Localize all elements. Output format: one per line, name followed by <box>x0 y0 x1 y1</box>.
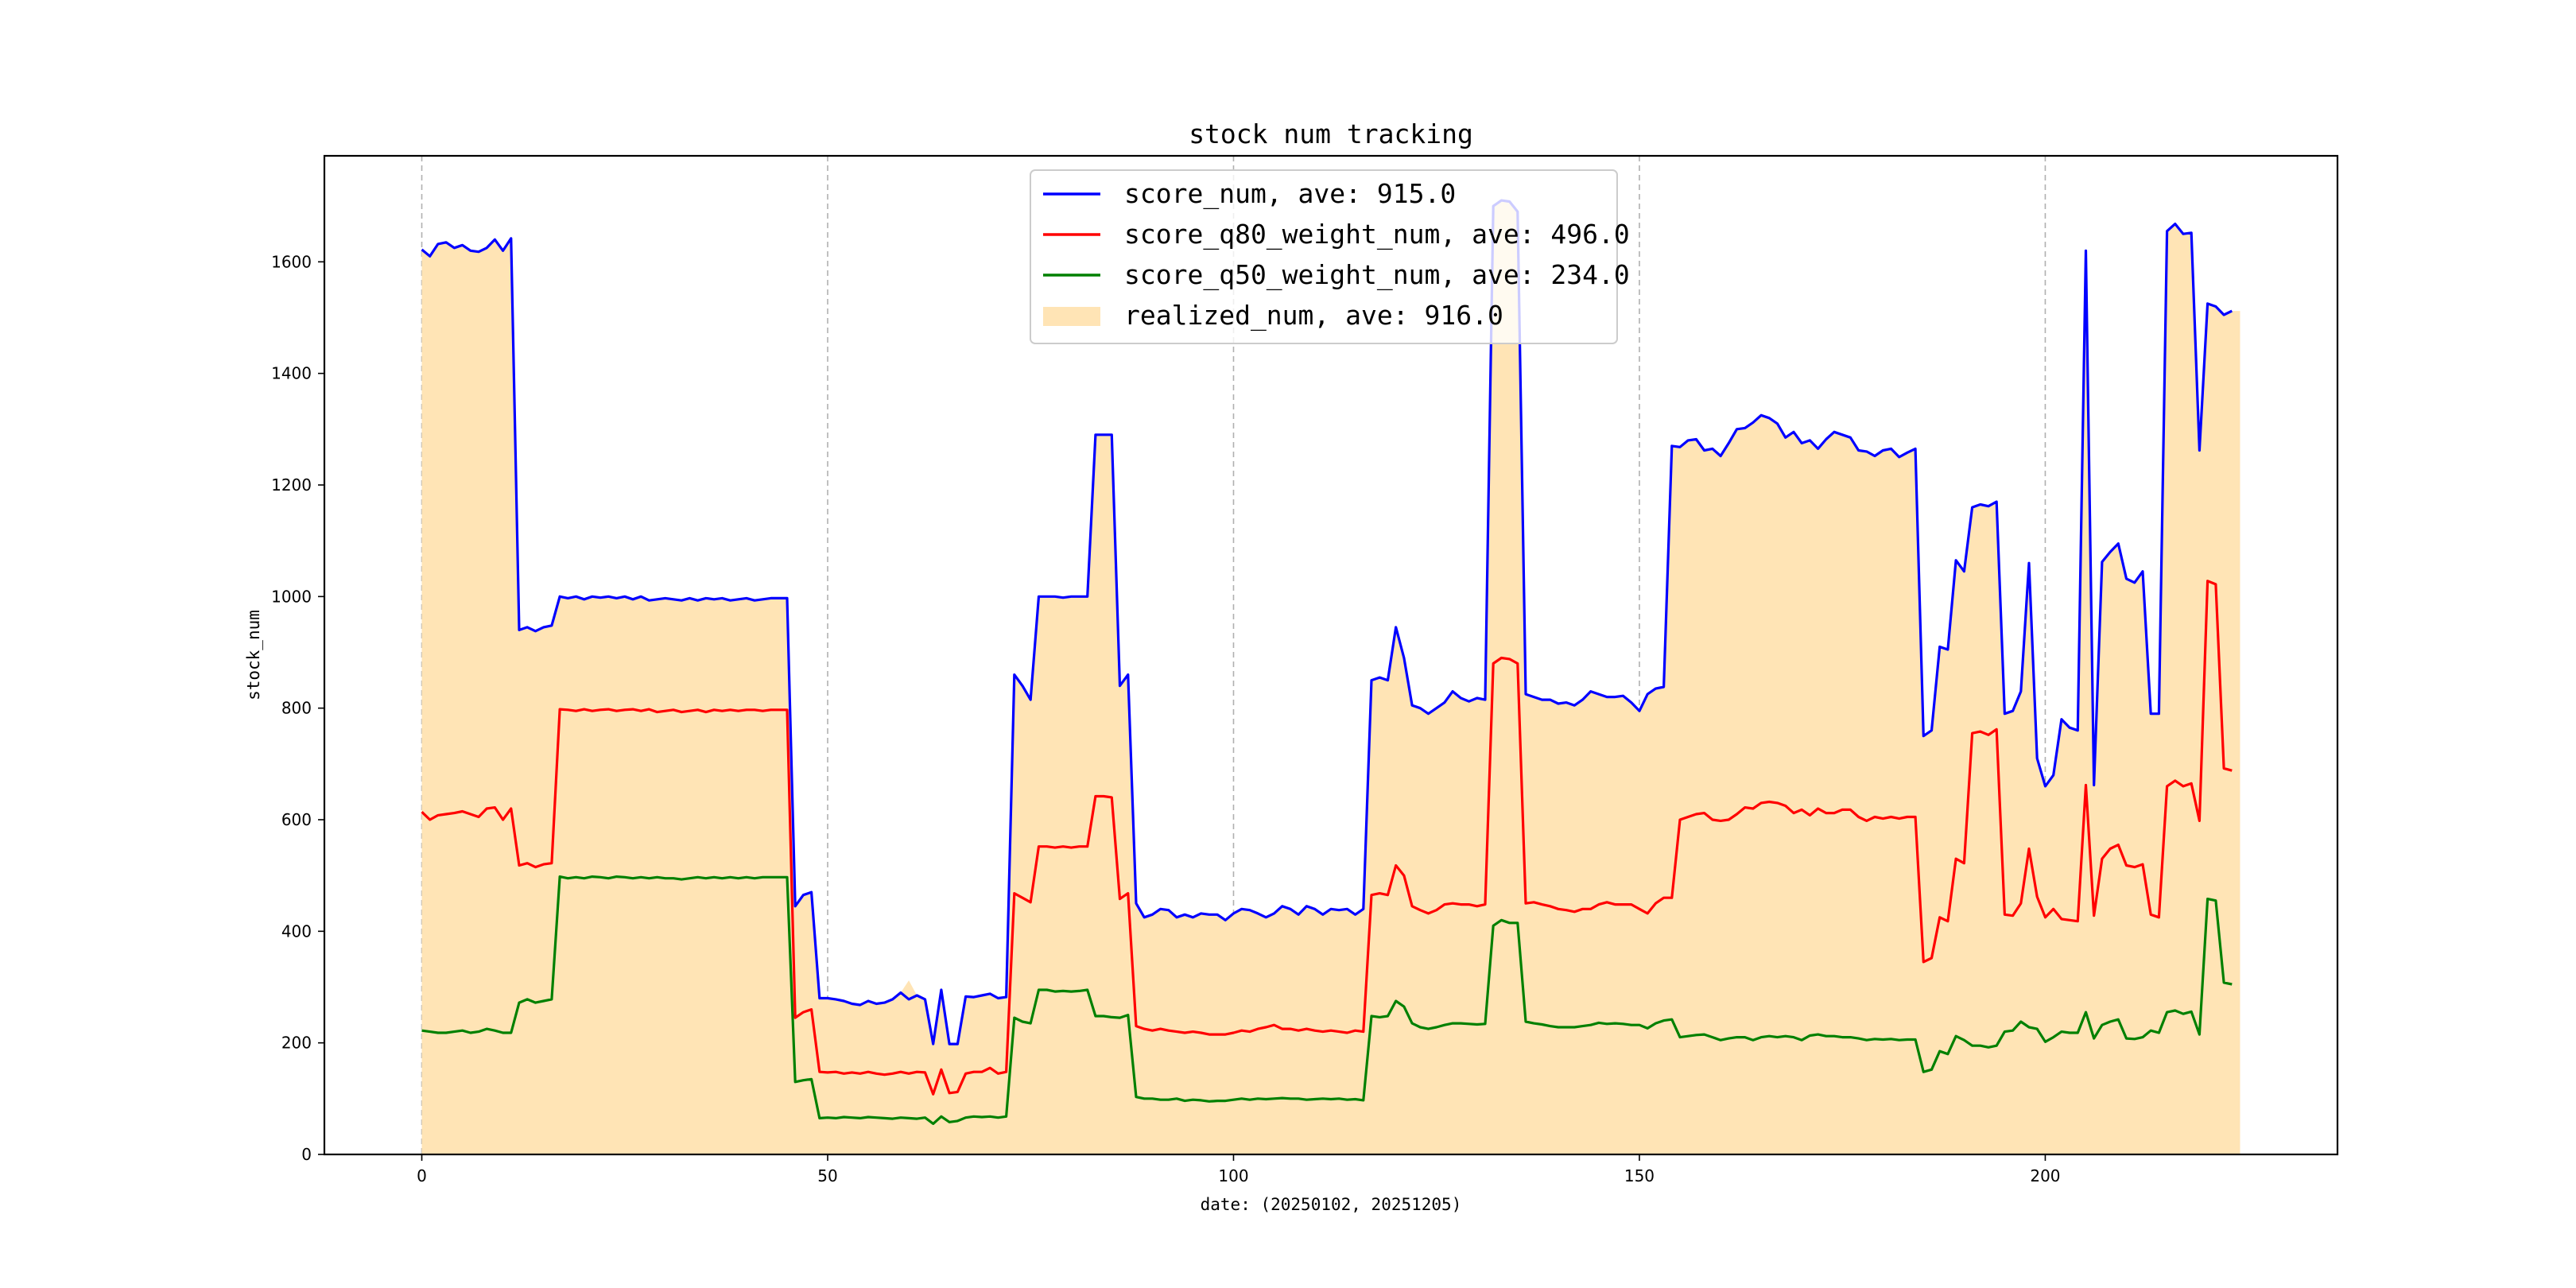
legend-label: score_num, ave: 915.0 <box>1124 178 1456 210</box>
legend-label: score_q80_weight_num, ave: 496.0 <box>1124 219 1630 250</box>
y-tick-label: 600 <box>281 810 312 829</box>
x-axis-label: date: (20250102, 20251205) <box>1201 1195 1462 1214</box>
line-series-score-q80 <box>421 580 2233 1096</box>
y-tick-label: 800 <box>281 699 312 718</box>
y-tick-label: 1600 <box>271 252 312 271</box>
line-series-layer <box>421 199 2233 1125</box>
x-tick-label: 100 <box>1218 1166 1248 1185</box>
area-series-realized-num <box>421 200 2240 1155</box>
chart-title: stock num tracking <box>1189 118 1473 149</box>
legend-entry-realized-num: realized_num, ave: 916.0 <box>1043 300 1503 332</box>
legend: score_num, ave: 915.0 score_q80_weight_nu… <box>1030 169 1630 344</box>
plot-frame <box>323 154 2339 1156</box>
y-tick-label: 0 <box>301 1145 312 1164</box>
y-axis-ticks: 0 200 400 600 800 1000 1200 1400 1600 <box>271 252 324 1164</box>
x-tick-label: 50 <box>817 1166 837 1185</box>
legend-entry-score-num: score_num, ave: 915.0 <box>1043 178 1456 210</box>
line-series-score-num <box>421 199 2233 1046</box>
legend-entry-score-q80: score_q80_weight_num, ave: 496.0 <box>1043 219 1630 250</box>
legend-label: realized_num, ave: 916.0 <box>1124 300 1503 332</box>
x-tick-label: 0 <box>417 1166 427 1185</box>
legend-label: score_q50_weight_num, ave: 234.0 <box>1124 259 1630 291</box>
legend-box <box>1030 169 1618 344</box>
y-tick-label: 1000 <box>271 587 312 606</box>
y-tick-label: 200 <box>281 1034 312 1053</box>
y-tick-label: 1400 <box>271 364 312 383</box>
y-tick-label: 400 <box>281 921 312 941</box>
line-series-score-q50 <box>421 875 2233 1125</box>
x-axis-ticks: 0 50 100 150 200 <box>417 1154 2061 1185</box>
area-series-layer <box>421 200 2240 1155</box>
y-tick-label: 1200 <box>271 475 312 495</box>
x-tick-label: 200 <box>2030 1166 2060 1185</box>
y-axis-label: stock_num <box>244 610 263 700</box>
x-tick-label: 150 <box>1624 1166 1655 1185</box>
legend-entry-score-q50: score_q50_weight_num, ave: 234.0 <box>1043 259 1630 291</box>
legend-swatch <box>1043 307 1100 326</box>
